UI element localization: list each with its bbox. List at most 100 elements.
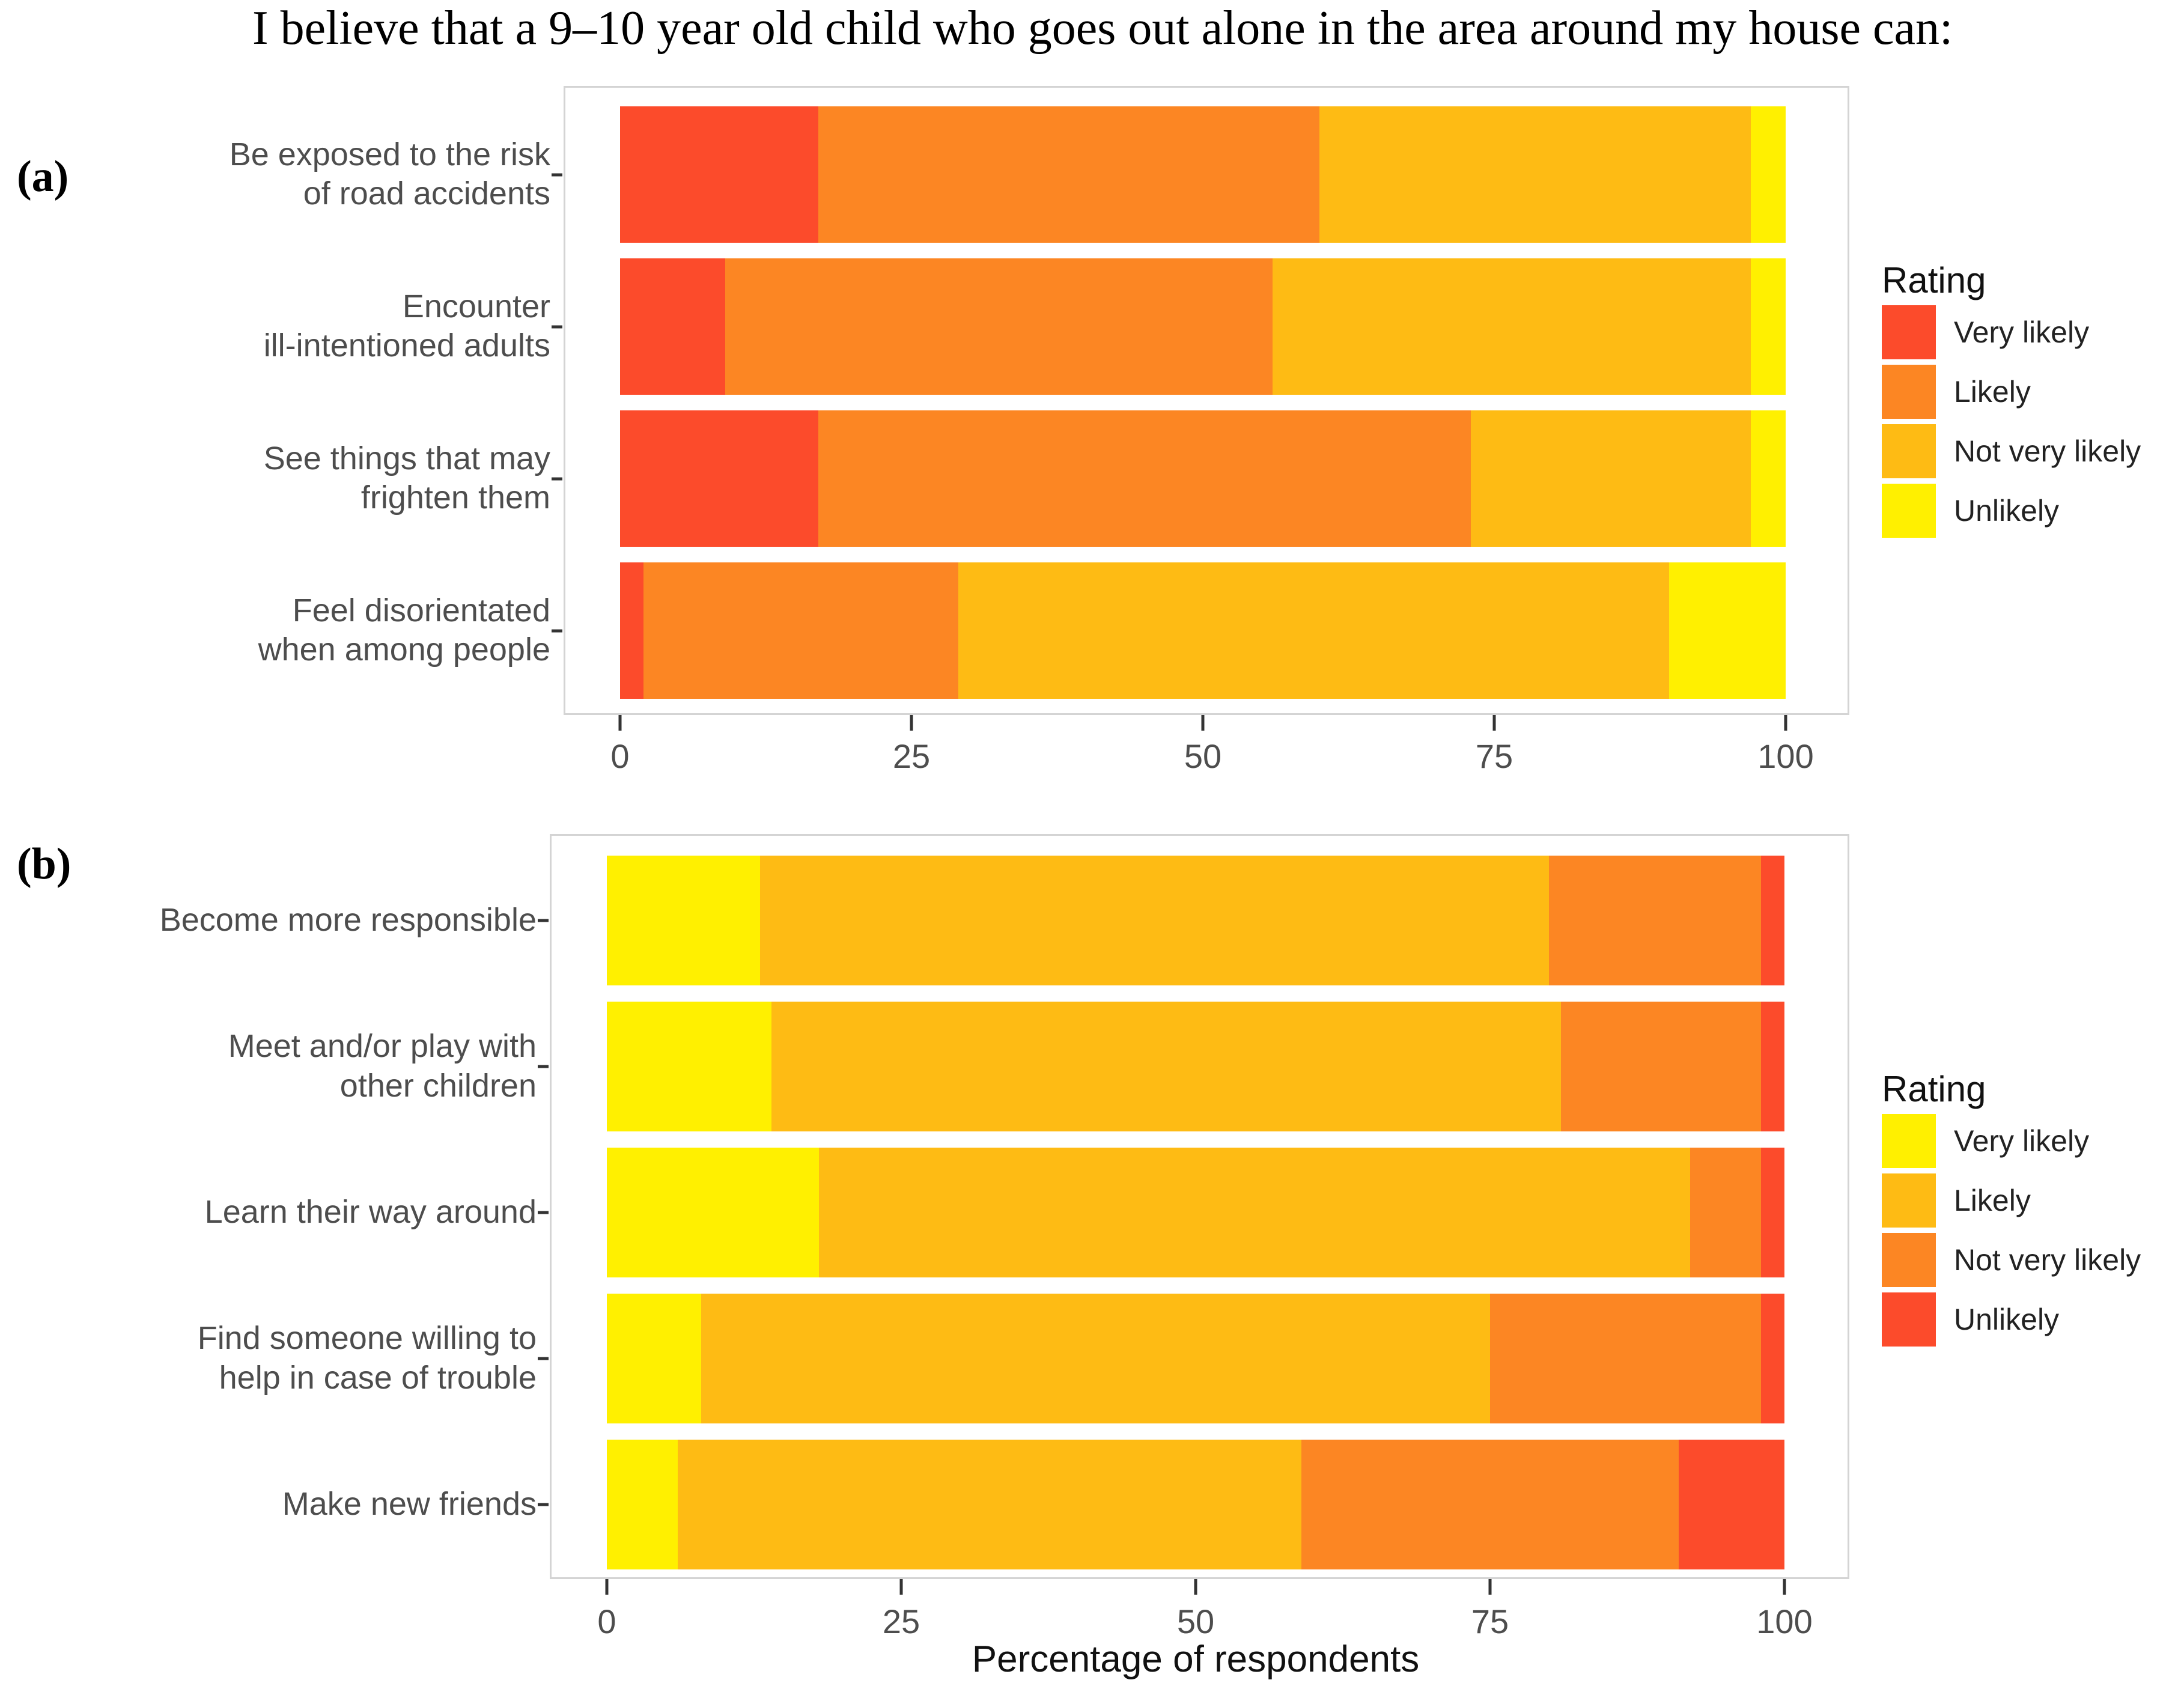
legend-label: Not very likely (1954, 1243, 2141, 1277)
figure-title: I believe that a 9–10 year old child who… (252, 2, 1953, 55)
bar-segment (1560, 1002, 1761, 1131)
bar-segment (607, 1148, 819, 1277)
legend-swatch (1882, 484, 1936, 538)
legend-title: Rating (1882, 1069, 1986, 1109)
bar-row (607, 1294, 1784, 1423)
category-label: Make new friends (282, 1486, 537, 1523)
legend-title: Rating (1882, 260, 1986, 300)
x-axis-title: Percentage of respondents (972, 1639, 1420, 1680)
bar-segment (818, 410, 1471, 547)
bar-segment (771, 1002, 1561, 1131)
legend-label: Likely (1954, 375, 2031, 409)
x-axis-tick (899, 1579, 903, 1595)
bar-row (620, 258, 1786, 395)
bar-row (607, 856, 1784, 985)
legend-swatch (1882, 1173, 1936, 1228)
bar-segment (1760, 1294, 1784, 1423)
x-tick-label: 100 (1757, 737, 1814, 775)
bar-segment (643, 562, 958, 699)
bar-segment (677, 1440, 1302, 1569)
bar-segment (1750, 106, 1786, 243)
category-label: Meet and/or play with other children (228, 1028, 537, 1104)
x-axis-tick (1201, 715, 1205, 731)
x-tick-label: 0 (610, 737, 630, 775)
bar-row (620, 106, 1786, 243)
legend-label: Very likely (1954, 315, 2090, 349)
bar-row (607, 1002, 1784, 1131)
bar-segment (1301, 1440, 1679, 1569)
category-label: Feel disorientated when among people (258, 592, 550, 668)
x-tick-label: 25 (892, 737, 931, 775)
y-axis-tick (538, 1065, 549, 1068)
bar-row (607, 1148, 1784, 1277)
x-tick-label: 100 (1756, 1602, 1813, 1640)
bar-segment (620, 410, 818, 547)
category-label: Learn their way around (204, 1194, 537, 1231)
category-label: Encounter ill-intentioned adults (263, 288, 550, 364)
y-axis-tick (552, 173, 562, 176)
bar-row (620, 410, 1786, 547)
legend-swatch (1882, 305, 1936, 359)
x-axis-tick (618, 715, 622, 731)
legend-swatch (1882, 1292, 1936, 1347)
bar-row (607, 1440, 1784, 1569)
legend-label: Unlikely (1954, 1303, 2060, 1336)
bar-segment (607, 1294, 701, 1423)
bar-segment (1273, 258, 1751, 395)
x-axis-tick (1194, 1579, 1197, 1595)
bar-segment (1668, 562, 1786, 699)
legend-label: Likely (1954, 1184, 2031, 1217)
x-tick-label: 75 (1471, 1602, 1509, 1640)
y-axis-tick (538, 919, 549, 922)
x-axis-tick (1488, 1579, 1492, 1595)
x-tick-label: 75 (1475, 737, 1513, 775)
bar-segment (818, 106, 1319, 243)
bar-segment (607, 856, 760, 985)
bar-row (620, 562, 1786, 699)
panel-label: (a) (17, 152, 69, 201)
y-axis-tick (538, 1357, 549, 1360)
category-label: See things that may frighten them (263, 440, 550, 516)
bar-segment (1750, 258, 1786, 395)
bar-segment (1319, 106, 1751, 243)
bar-segment (620, 258, 725, 395)
x-axis-tick (605, 1579, 609, 1595)
x-axis-tick (1784, 715, 1787, 731)
legend-label: Unlikely (1954, 494, 2060, 528)
y-axis-tick (538, 1503, 549, 1506)
panel-label: (b) (17, 839, 71, 889)
bar-segment (1750, 410, 1786, 547)
y-axis-tick (552, 325, 562, 328)
legend-label: Not very likely (1954, 434, 2141, 468)
bar-segment (701, 1294, 1490, 1423)
y-axis-tick (538, 1211, 549, 1214)
bar-segment (725, 258, 1273, 395)
bar-segment (958, 562, 1669, 699)
legend-swatch (1882, 424, 1936, 478)
y-axis-tick (552, 629, 562, 632)
bar-segment (1489, 1294, 1761, 1423)
x-tick-label: 0 (597, 1602, 616, 1640)
category-label: Find someone willing to help in case of … (197, 1320, 537, 1396)
bar-segment (1760, 856, 1784, 985)
x-tick-label: 25 (882, 1602, 920, 1640)
bar-segment (1760, 1002, 1784, 1131)
bar-segment (607, 1440, 678, 1569)
category-label: Become more responsible (159, 902, 537, 939)
bar-segment (1760, 1148, 1784, 1277)
x-tick-label: 50 (1176, 1602, 1215, 1640)
x-axis-tick (910, 715, 913, 731)
category-label: Be exposed to the risk of road accidents (229, 136, 550, 212)
bar-segment (620, 106, 818, 243)
x-axis-tick (1783, 1579, 1786, 1595)
x-tick-label: 50 (1184, 737, 1222, 775)
x-axis-tick (1492, 715, 1496, 731)
bar-segment (818, 1148, 1691, 1277)
bar-segment (1471, 410, 1751, 547)
legend-label: Very likely (1954, 1124, 2090, 1158)
bar-segment (607, 1002, 772, 1131)
bar-segment (1678, 1440, 1784, 1569)
